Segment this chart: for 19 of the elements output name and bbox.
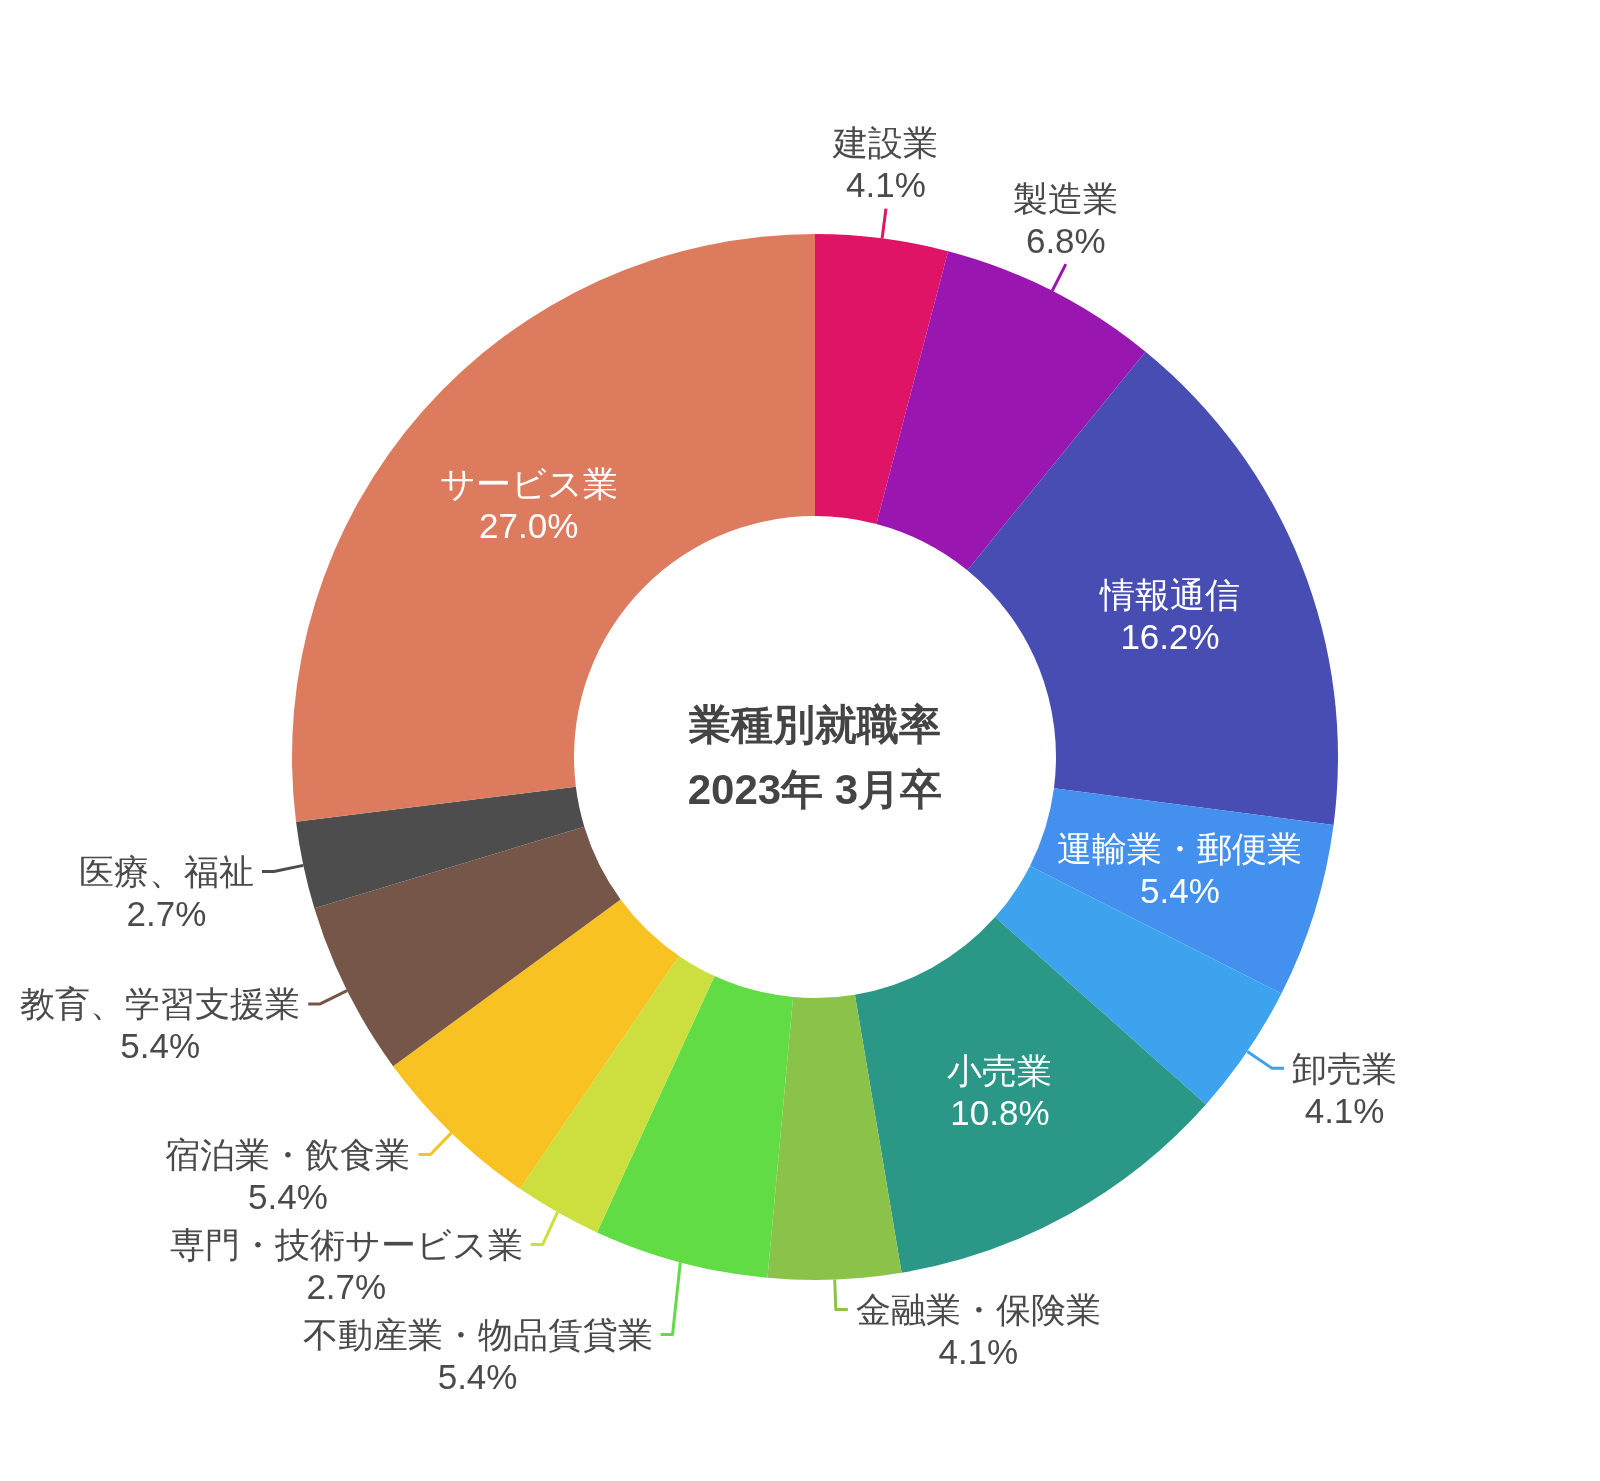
data-label: 6.8% — [1025, 220, 1106, 260]
slice-label: 製造業 — [1013, 178, 1119, 218]
slice-label: 金融業・保険業 — [855, 1290, 1101, 1330]
data-label: 4.1% — [938, 1332, 1019, 1372]
slice-label: 教育、学習支援業 — [20, 984, 301, 1024]
data-label: 4.1% — [846, 165, 926, 205]
slice-label: 宿泊業・飲食業 — [165, 1134, 411, 1174]
slice-label: 卸売業 — [1292, 1048, 1398, 1088]
slice-label: 不動産業・物品賃貸業 — [302, 1314, 653, 1354]
title: 業種別就職率 — [689, 701, 941, 748]
data-label: 5.4% — [120, 1026, 201, 1066]
slice-label: 医療、福祉 — [79, 852, 254, 892]
data-label: 4.1% — [1304, 1090, 1385, 1130]
data-label: 2.7% — [126, 894, 207, 934]
subtitle: 2023年 3月卒 — [687, 766, 943, 813]
data-label: 5.4% — [437, 1356, 518, 1396]
data-label: 2.7% — [306, 1266, 387, 1306]
slice-label: 建設業 — [832, 123, 939, 163]
slice-label: 専門・技術サービス業 — [169, 1224, 523, 1264]
